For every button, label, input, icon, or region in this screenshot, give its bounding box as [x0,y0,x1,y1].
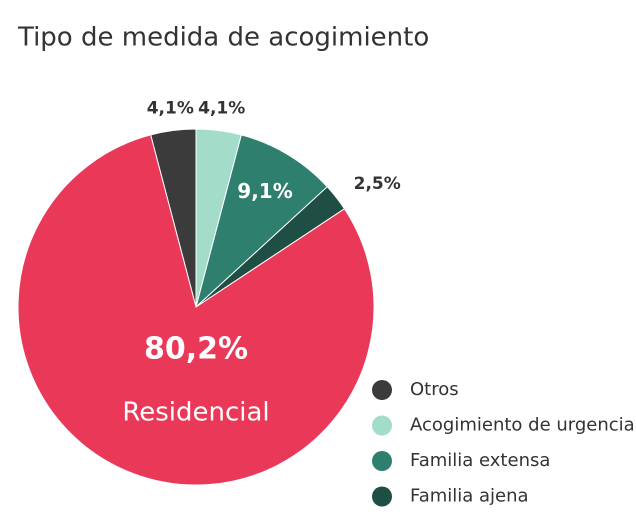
category-label: Residencial [122,398,269,428]
legend-swatch [372,486,392,507]
value-label: 4,1% [147,99,194,119]
value-label: 2,5% [354,174,401,194]
legend-label: Familia extensa [410,450,550,471]
legend-swatch [372,380,392,400]
pie-slice [17,134,375,486]
legend-label: Acogimiento de urgencia [410,415,635,436]
value-label: 9,1% [237,179,292,203]
legend-label: Otros [410,379,459,400]
chart-title: Tipo de medida de acogimiento [17,23,429,53]
legend-swatch [372,415,392,436]
value-label: 4,1% [198,99,245,119]
pie-slice [195,134,328,309]
value-label: 80,2% [144,332,248,367]
legend-swatch [372,451,392,471]
legend-label: Familia ajena [410,486,529,507]
